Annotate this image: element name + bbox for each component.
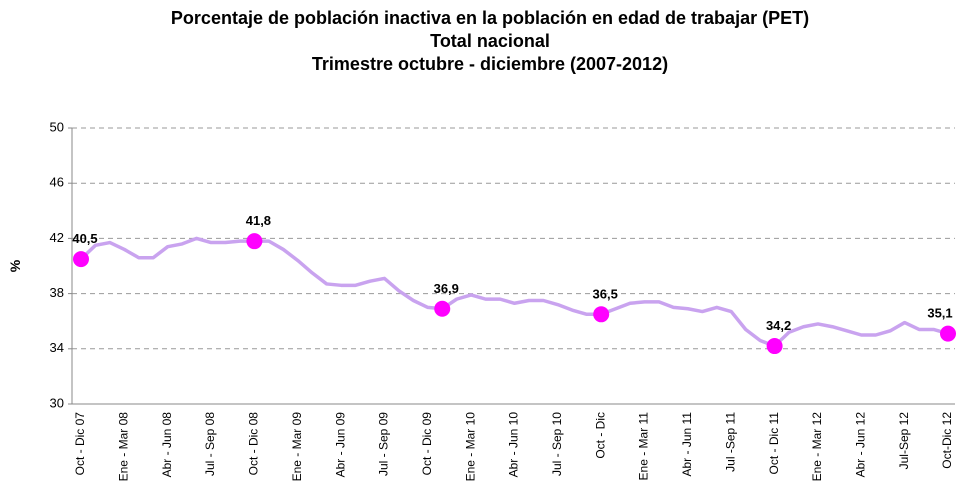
data-point <box>593 306 610 323</box>
data-point <box>73 251 89 268</box>
y-tick-label: 46 <box>50 175 64 190</box>
chart-title: Total nacional <box>430 31 550 51</box>
x-tick-label: Abr - Jun 12 <box>853 412 867 478</box>
data-line <box>79 236 949 348</box>
y-tick-label: 50 <box>50 119 64 134</box>
x-tick-label: Abr - Jun 08 <box>160 412 174 478</box>
y-tick-label: 38 <box>50 285 64 300</box>
data-point <box>766 338 783 355</box>
x-tick-label: Oct - Dic 11 <box>767 412 781 475</box>
x-tick-label: Jul-Sep 12 <box>897 412 911 470</box>
y-tick-label: 42 <box>50 230 64 245</box>
data-point <box>940 325 956 342</box>
data-point <box>246 233 263 250</box>
value-label: 34,2 <box>766 318 791 333</box>
x-tick-label: Oct - Dic 07 <box>73 412 87 476</box>
x-tick-label: Abr - Jun 09 <box>333 412 347 478</box>
x-tick-label: Ene - Mar 12 <box>810 412 824 482</box>
y-tick-label: 34 <box>50 340 64 355</box>
value-label: 41,8 <box>246 213 271 228</box>
chart-title: Trimestre octubre - diciembre (2007-2012… <box>312 54 668 74</box>
data-point <box>434 300 451 317</box>
x-tick-label: Ene - Mar 09 <box>290 412 304 482</box>
value-label: 35,1 <box>927 306 952 321</box>
x-tick-label: Jul - Sep 09 <box>377 412 391 476</box>
value-label: 40,5 <box>72 231 97 246</box>
x-tick-label: Oct - Dic 08 <box>247 412 261 476</box>
x-tick-label: Abr - Jun 10 <box>507 412 521 478</box>
x-tick-label: Jul - Sep 10 <box>550 412 564 476</box>
value-label: 36,9 <box>434 281 459 296</box>
x-tick-label: Oct - Dic 09 <box>420 412 434 476</box>
x-tick-label: Ene - Mar 10 <box>463 412 477 482</box>
x-tick-label: Oct-Dic 12 <box>940 412 954 469</box>
y-axis-label: % <box>7 259 23 272</box>
x-tick-label: Ene - Mar 11 <box>637 412 651 481</box>
chart-title: Porcentaje de población inactiva en la p… <box>171 8 809 28</box>
x-tick-label: Oct - Dic <box>593 412 607 459</box>
y-tick-label: 30 <box>50 395 64 410</box>
x-tick-label: Abr - Jun 11 <box>680 412 694 477</box>
x-tick-label: Jul - Sep 08 <box>203 412 217 476</box>
x-tick-label: Jul -Sep 11 <box>723 412 737 472</box>
x-tick-label: Ene - Mar 08 <box>117 412 131 482</box>
value-label: 36,5 <box>593 286 618 301</box>
